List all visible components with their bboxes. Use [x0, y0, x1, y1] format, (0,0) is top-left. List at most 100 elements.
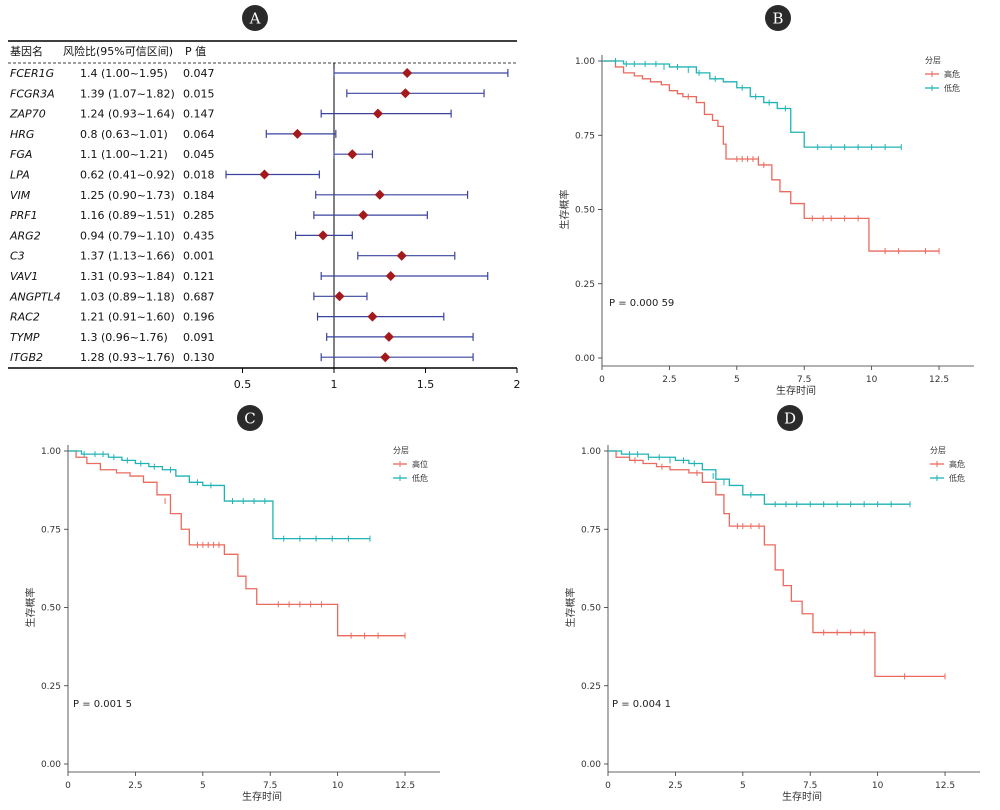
panel-b-letter: B — [772, 10, 783, 28]
p-value-label: 0.001 — [183, 250, 215, 263]
x-tick-label: 0 — [599, 375, 605, 385]
hr-ci-label: 1.31 (0.93~1.84) — [80, 270, 175, 283]
hr-marker — [318, 230, 329, 241]
header-p: P 值 — [185, 45, 206, 58]
p-value-label: 0.047 — [183, 67, 215, 80]
p-value-annotation: P = 0.000 59 — [609, 298, 674, 309]
p-value-label: 0.196 — [183, 311, 215, 324]
hr-ci-label: 1.3 (0.96~1.76) — [80, 331, 168, 344]
x-axis-label: 生存时间 — [242, 790, 282, 803]
forest-plot-panel: A 基因名 风险比(95%可信区间) P 值 FCER1G 1.4 (1.00~1… — [8, 5, 521, 391]
p-value-label: 0.285 — [183, 209, 215, 222]
panel-b-badge-group: B — [765, 5, 791, 31]
x-tick-label: 0 — [605, 781, 611, 791]
header-hr-ci: 风险比(95%可信区间) — [63, 44, 173, 58]
gene-label: VAV1 — [10, 270, 38, 283]
panel-d-letter: D — [784, 410, 796, 428]
p-value-label: 0.015 — [183, 87, 215, 100]
panel-b-badge — [765, 5, 791, 31]
survival-curve — [602, 60, 940, 252]
hr-marker — [358, 210, 369, 221]
hr-ci-label: 0.62 (0.41~0.92) — [80, 169, 175, 182]
hr-ci-label: 1.16 (0.89~1.51) — [80, 209, 175, 222]
panel-c-badge-group: C — [237, 405, 263, 431]
y-tick-label: 0.75 — [581, 525, 601, 535]
survival-panel-d: 0.00 0.25 0.50 0.75 1.00 0 2.5 5 7.5 10 12.5 生存时间 生存… — [564, 445, 980, 803]
hr-ci-label: 1.24 (0.93~1.64) — [80, 108, 175, 121]
y-tick-label: 0.50 — [41, 604, 61, 614]
gene-label: RAC2 — [10, 311, 40, 324]
panel-a-badge — [242, 5, 268, 31]
panel-d-badge-group: D — [777, 405, 803, 431]
legend-label: 高位 — [412, 459, 428, 469]
x-tick-label: 5 — [200, 781, 206, 791]
hr-marker — [372, 108, 383, 119]
p-value-label: 0.184 — [183, 189, 215, 202]
gene-label: FCGR3A — [10, 87, 55, 100]
hr-ci-label: 1.1 (1.00~1.21) — [80, 148, 168, 161]
y-axis-label: 生存概率 — [558, 190, 571, 230]
gene-label: ZAP70 — [9, 108, 46, 121]
x-tick-label: 7.5 — [803, 781, 817, 791]
gene-label: ARG2 — [9, 229, 41, 242]
y-tick-label: 1.00 — [581, 447, 601, 457]
hr-marker — [400, 88, 411, 99]
hr-marker — [380, 352, 391, 363]
x-tick-label: 2.5 — [128, 781, 142, 791]
gene-label: PRF1 — [10, 209, 38, 222]
x-tick-label: 0.5 — [234, 378, 252, 391]
survival-panel-b: 0.00 0.25 0.50 0.75 1.00 0 2.5 5 7.5 10 12.5 生存时间 生存… — [558, 55, 974, 397]
legend-label: 高危 — [949, 459, 965, 469]
gene-label: ITGB2 — [10, 351, 43, 364]
legend-label: 低危 — [944, 83, 960, 93]
x-tick-label: 2.5 — [662, 375, 676, 385]
p-value-label: 0.435 — [183, 229, 215, 242]
x-tick-label: 12.5 — [935, 781, 955, 791]
p-value-label: 0.018 — [183, 169, 215, 182]
gene-label: VIM — [10, 189, 31, 202]
hr-marker — [402, 68, 413, 78]
legend-label: 低危 — [412, 473, 428, 483]
hr-ci-label: 0.94 (0.79~1.10) — [80, 229, 175, 242]
hr-marker — [347, 149, 358, 160]
y-tick-label: 0.00 — [575, 354, 595, 364]
gene-label: C3 — [10, 250, 25, 263]
hr-marker — [259, 169, 270, 180]
p-value-label: 0.045 — [183, 148, 215, 161]
y-axis-label: 生存概率 — [24, 588, 37, 628]
y-tick-label: 0.75 — [41, 525, 61, 535]
y-tick-label: 0.00 — [581, 760, 601, 770]
forest-x-axis: 0.5 1 1.5 2 — [234, 368, 521, 391]
x-tick-label: 10 — [866, 375, 878, 385]
x-tick-label: 1.5 — [417, 378, 435, 391]
y-axis-label: 生存概率 — [564, 588, 577, 628]
p-value-label: 0.121 — [183, 270, 215, 283]
gene-label: ANGPTL4 — [9, 290, 61, 303]
hr-ci-label: 1.4 (1.00~1.95) — [80, 67, 168, 80]
x-tick-label: 1 — [331, 378, 338, 391]
hr-ci-label: 1.03 (0.89~1.18) — [80, 290, 175, 303]
x-tick-label: 12.5 — [929, 375, 949, 385]
y-tick-label: 0.25 — [575, 280, 595, 290]
survival-panel-c: 0.00 0.25 0.50 0.75 1.00 0 2.5 5 7.5 10 12.5 生存时间 生存… — [24, 445, 440, 803]
x-tick-label: 12.5 — [395, 781, 415, 791]
p-value-annotation: P = 0.001 5 — [73, 699, 132, 710]
hr-marker — [385, 271, 396, 281]
y-tick-label: 0.50 — [575, 206, 595, 216]
legend-label: 高危 — [944, 69, 960, 79]
x-tick-label: 10 — [872, 781, 884, 791]
hr-marker — [374, 189, 385, 200]
hr-marker — [334, 291, 345, 302]
x-tick-label: 5 — [734, 375, 740, 385]
panel-d-badge — [777, 405, 803, 431]
y-tick-label: 0.00 — [41, 760, 61, 770]
x-tick-label: 5 — [740, 781, 746, 791]
hr-ci-label: 1.21 (0.91~1.60) — [80, 311, 175, 324]
panel-a-letter: A — [249, 10, 261, 28]
hr-marker — [292, 128, 303, 139]
p-value-annotation: P = 0.004 1 — [612, 699, 671, 710]
hr-ci-label: 1.39 (1.07~1.82) — [80, 87, 175, 100]
p-value-label: 0.064 — [183, 128, 215, 141]
survival-curve — [68, 450, 370, 540]
